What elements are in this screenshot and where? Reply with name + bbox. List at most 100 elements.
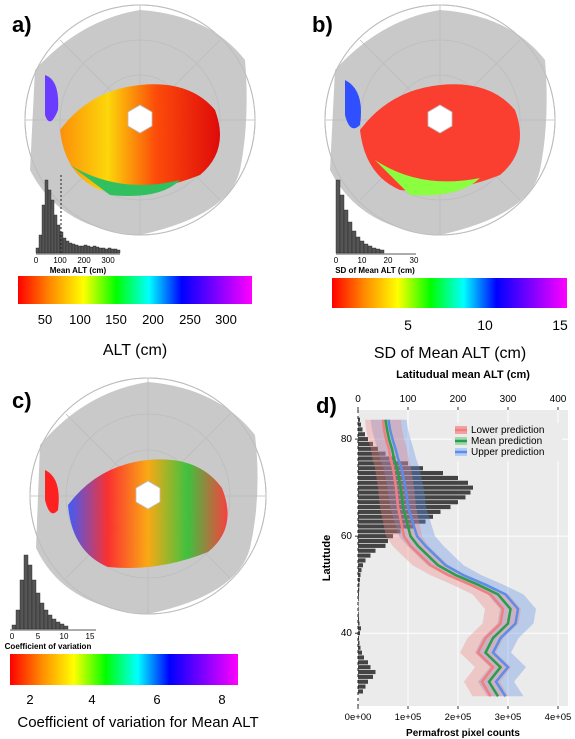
bar-41 (358, 490, 471, 495)
svg-text:20: 20 (384, 256, 393, 265)
map-c (29, 377, 267, 615)
bar-47 (358, 461, 408, 466)
svg-text:30: 30 (410, 256, 419, 265)
bar-24 (358, 572, 361, 578)
alt-region-a (60, 84, 220, 191)
svg-text:10: 10 (358, 256, 367, 265)
bar-31 (358, 538, 388, 544)
y-tick-1: 60 (341, 531, 353, 542)
hist-b: 0 10 20 30 SD of Mean ALT (cm) (334, 179, 419, 275)
bar-45 (358, 471, 443, 476)
bar-2 (358, 679, 368, 684)
bar-28 (358, 553, 371, 558)
bar-54 (358, 427, 363, 432)
colorbar-c-ticks: 2 4 6 8 (26, 692, 225, 707)
chart-d-lines (381, 419, 520, 697)
svg-text:0: 0 (10, 632, 15, 641)
bottom-tick-3: 3e+05 (495, 712, 522, 723)
bar-27 (358, 558, 366, 563)
bar-15 (358, 616, 359, 621)
svg-text:250: 250 (179, 312, 201, 327)
bottom-tick-2: 2e+05 (445, 712, 472, 723)
colorbar-a (18, 276, 252, 304)
panel-label-a: a) (12, 12, 32, 37)
bar-7 (358, 655, 364, 660)
colorbar-b (332, 278, 567, 308)
top-tick-2: 200 (450, 394, 467, 405)
svg-text:150: 150 (105, 312, 127, 327)
bar-4 (358, 669, 376, 675)
bar-29 (358, 548, 376, 553)
colorbar-b-ticks: 5 10 15 (404, 317, 568, 333)
svg-text:50: 50 (38, 312, 52, 327)
bottom-tick-1: 1e+05 (395, 712, 422, 723)
bar-48 (358, 456, 396, 461)
line-lower (381, 419, 505, 697)
top-tick-3: 300 (500, 394, 517, 405)
top-tick-1: 100 (400, 394, 417, 405)
svg-text:5: 5 (404, 317, 412, 333)
bar-19 (358, 597, 359, 602)
svg-text:100: 100 (69, 312, 91, 327)
svg-text:200: 200 (142, 312, 164, 327)
bar-23 (358, 577, 360, 582)
svg-text:300: 300 (215, 312, 237, 327)
bar-10 (358, 640, 360, 645)
bar-52 (358, 437, 368, 442)
svg-text:10: 10 (477, 317, 493, 333)
bar-6 (358, 660, 368, 665)
bar-20 (358, 592, 359, 597)
band-upper (370, 419, 536, 697)
bar-53 (358, 432, 365, 437)
colorbar-c (10, 654, 238, 685)
line-mean (384, 419, 512, 697)
bar-44 (358, 475, 458, 480)
svg-text:4: 4 (88, 692, 95, 707)
svg-text:0: 0 (334, 256, 339, 265)
hist-b-xlabel: SD of Mean ALT (cm) (335, 266, 415, 275)
hist-a-tick-1: 100 (53, 256, 67, 265)
bar-33 (358, 529, 401, 534)
top-tick-4: 400 (550, 394, 567, 405)
band-lower (365, 419, 521, 697)
bar-56 (358, 417, 360, 422)
legend-upper: Upper prediction (471, 447, 544, 458)
hist-a-tick-2: 200 (77, 256, 91, 265)
svg-text:15: 15 (86, 632, 95, 641)
bar-43 (358, 480, 468, 485)
svg-text:8: 8 (218, 692, 225, 707)
svg-text:6: 6 (153, 692, 160, 707)
panel-label-d: d) (316, 393, 337, 418)
bar-49 (358, 451, 386, 456)
pole-hexagon-a (127, 104, 153, 134)
hist-c-xlabel: Coefficient of variation (5, 642, 92, 651)
top-tick-0: 0 (355, 394, 361, 405)
hist-a-xlabel: Mean ALT (cm) (50, 266, 107, 275)
chart-d-bands (365, 419, 536, 697)
bar-40 (358, 495, 466, 500)
bar-25 (358, 568, 362, 573)
line-upper (387, 419, 520, 697)
alt-south-a (70, 165, 180, 196)
sd-region-b (360, 84, 520, 191)
bar-36 (358, 514, 433, 519)
bar-55 (358, 422, 361, 427)
colorbar-a-ticks: 50 100 150 200 250 300 (38, 312, 237, 327)
hist-c: 0 5 10 15 Coefficient of variation (5, 554, 96, 651)
bar-51 (358, 441, 373, 447)
alt-west-a (45, 75, 59, 122)
bar-42 (358, 485, 473, 490)
colorbar-c-title: Coefficient of variation for Mean ALT (17, 714, 258, 731)
cv-region-c (68, 459, 228, 568)
hist-a-tick-0: 0 (34, 256, 39, 265)
bar-46 (358, 466, 423, 471)
bar-3 (358, 674, 373, 679)
bar-14 (358, 621, 360, 626)
bar-5 (358, 665, 371, 670)
bar-50 (358, 446, 378, 451)
chart-d-top-title: Latitudual mean ALT (cm) (396, 369, 530, 381)
y-tick-2: 80 (341, 434, 353, 445)
svg-text:2: 2 (26, 692, 33, 707)
y-tick-0: 40 (341, 628, 353, 639)
colorbar-a-title: ALT (cm) (103, 342, 167, 359)
